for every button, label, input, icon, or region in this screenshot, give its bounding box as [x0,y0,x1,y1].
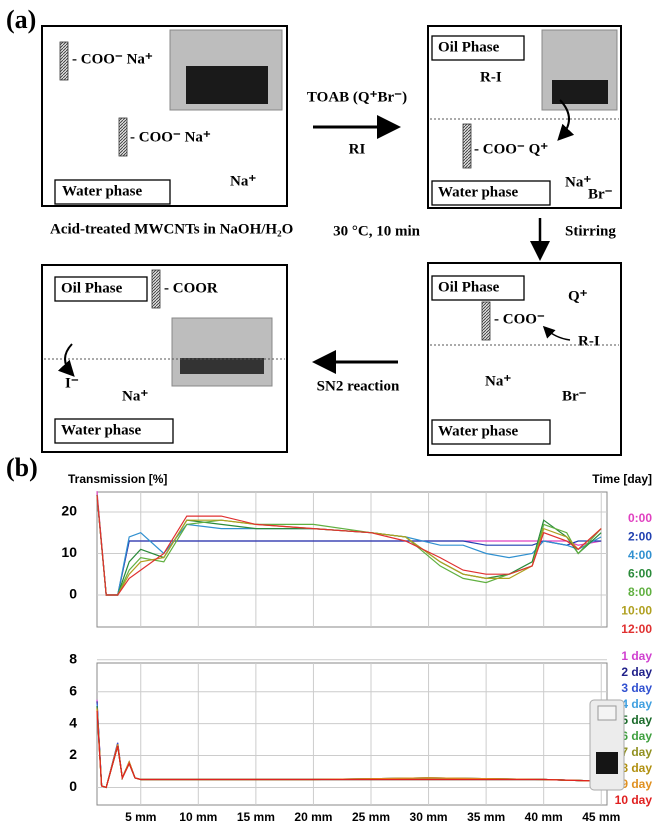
ion: Q⁺ [568,288,588,304]
box [427,262,622,456]
legend-entry: 1 day [621,649,652,663]
panel-label: (b) [6,453,38,482]
reactant: R-I [578,333,600,349]
ion: Br⁻ [588,186,613,202]
label-box [54,276,148,302]
series-line [96,495,602,596]
photo [171,317,273,387]
x-tick-label: 45 mm [582,810,620,824]
arrow [557,99,575,141]
legend-entry: 2:00 [628,530,652,544]
y-tick-label: 20 [61,503,77,519]
label-box [431,275,525,301]
group: - COOR [164,280,218,296]
legend-entry: 7 day [621,745,652,759]
action: Stirring [565,223,616,239]
x-tick-label: 40 mm [525,810,563,824]
legend-entry: 6 day [621,729,652,743]
x-tick-label: 35 mm [467,810,505,824]
vial-liquid [596,752,618,774]
group: - COO⁻ [494,311,545,327]
y-tick-label: 8 [69,651,77,667]
photo-solid [180,358,264,374]
legend-entry: 4:00 [628,548,652,562]
x-tick-label: 5 mm [125,810,156,824]
nanotube [59,41,69,81]
caption: Acid-treated MWCNTs in NaOH/H₂O [50,221,293,237]
y-tick-label: 2 [69,746,77,762]
phase-label: Water phase [62,183,142,199]
legend-entry: 10 day [615,793,653,807]
legend-entry: 10:00 [621,604,652,618]
phase-label: Oil Phase [438,39,500,55]
legend-entry: 8 day [621,761,652,775]
box [427,25,622,209]
legend-entry: 8:00 [628,585,652,599]
phase-label: Water phase [61,422,141,438]
plot-area [96,662,608,806]
legend-entry: 0:00 [628,511,652,525]
scheme: - COO⁻ Na⁺ - COO⁻ Na⁺ Na⁺ Water phase Ac… [41,25,622,456]
reactant: RI [349,141,366,157]
legend-entry: 3 day [621,681,652,695]
ion: Br⁻ [562,388,587,404]
box [41,25,288,207]
vial-cap [597,705,617,721]
legend-entry: 6:00 [628,567,652,581]
y-tick-label: 6 [69,682,77,698]
y-tick-label: 4 [69,714,77,730]
nanotube [462,123,472,169]
x-tick-label: 10 mm [179,810,217,824]
photo-liquid [186,66,268,104]
x-tick-label: 15 mm [237,810,275,824]
nanotube [481,301,491,341]
ion: Na⁺ [230,173,256,189]
reaction-label: SN2 reaction [317,378,400,394]
phase-label: Water phase [438,423,518,439]
nanotube [118,117,128,157]
x-tick-label: 30 mm [410,810,448,824]
plot-area [96,491,608,628]
condition: 30 °C, 10 min [333,223,420,239]
reagent: TOAB (Q⁺Br⁻) [307,89,407,105]
series-line [96,710,602,789]
x-tick-label: 20 mm [294,810,332,824]
phase-label: Oil Phase [438,279,500,295]
y-tick-label: 10 [61,544,77,560]
y-tick-label: 0 [69,778,77,794]
legend-title: Time [day] [592,472,652,486]
group: - COO⁻ Q⁺ [474,141,548,157]
label-box [431,419,551,445]
phase-label: Water phase [438,184,518,200]
label-box [54,179,171,205]
label-box [431,180,551,206]
legend-entry: 5 day [621,713,652,727]
legend-entry: 4 day [621,697,652,711]
label-box [54,418,174,444]
group: - COO⁻ Na⁺ [130,129,211,145]
nanotube [151,269,161,309]
group: - COO⁻ Na⁺ [72,51,153,67]
phase-label: Oil Phase [61,280,123,296]
legend-entry: 12:00 [621,622,652,636]
legend-entry: 9 day [621,777,652,791]
panel-label: (a) [6,5,36,34]
ion: Na⁺ [122,388,148,404]
x-tick-label: 25 mm [352,810,390,824]
y-tick-label: 0 [69,586,77,602]
label-box [431,35,525,61]
legend-entry: 2 day [621,665,652,679]
arrow [542,325,571,341]
y-axis-title: Transmission [%] [68,472,167,486]
ion: Na⁺ [565,174,591,190]
ion: I⁻ [65,375,79,391]
arrow [57,343,75,377]
reactant: R-I [480,69,502,85]
box [41,264,288,453]
ion: Na⁺ [485,373,511,389]
